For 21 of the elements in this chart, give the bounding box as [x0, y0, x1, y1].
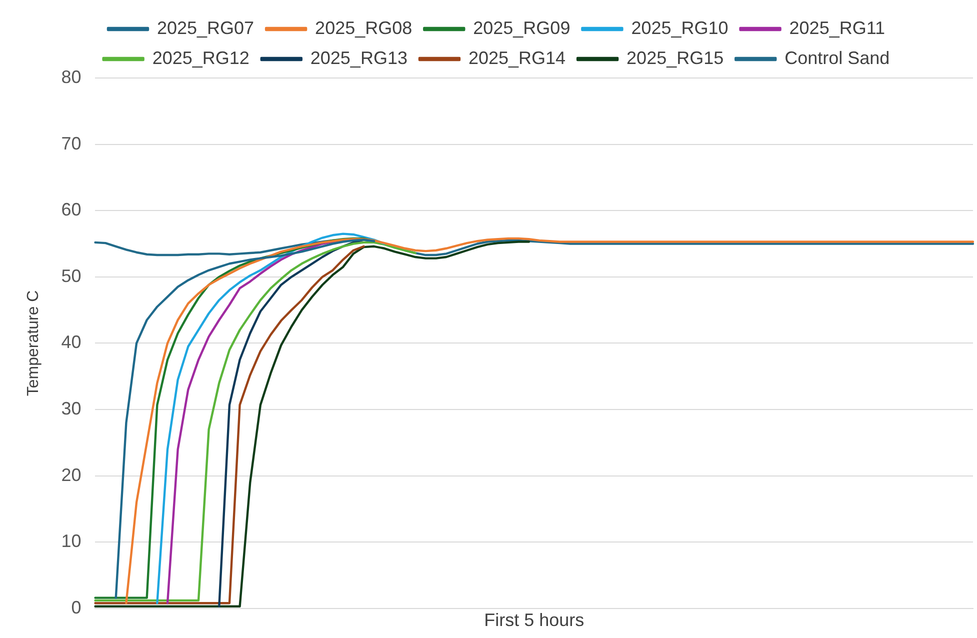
legend-label: 2025_RG11: [789, 18, 886, 38]
legend-label: 2025_RG14: [468, 48, 566, 68]
x-axis-title: First 5 hours: [484, 610, 584, 630]
legend-label: 2025_RG12: [152, 48, 250, 68]
y-tick-label: 50: [61, 266, 82, 286]
y-tick-label: 60: [61, 200, 82, 220]
legend-label: 2025_RG15: [626, 48, 724, 68]
y-tick-label: 80: [61, 66, 82, 87]
legend-label: 2025_RG07: [156, 18, 254, 38]
legend-label: 2025_RG08: [315, 18, 412, 38]
legend-label: Control Sand: [784, 48, 890, 68]
legend-label: 2025_RG10: [631, 18, 728, 38]
y-tick-label: 40: [61, 332, 82, 352]
y-tick-label: 10: [61, 531, 82, 552]
legend-label: 2025_RG13: [310, 48, 408, 68]
y-tick-label: 30: [61, 398, 82, 418]
y-axis-title: Temperature C: [25, 290, 42, 396]
y-tick-label: 0: [71, 597, 82, 618]
y-tick-label: 70: [61, 133, 82, 154]
legend-label: 2025_RG09: [473, 18, 570, 38]
y-tick-label: 20: [61, 464, 82, 485]
